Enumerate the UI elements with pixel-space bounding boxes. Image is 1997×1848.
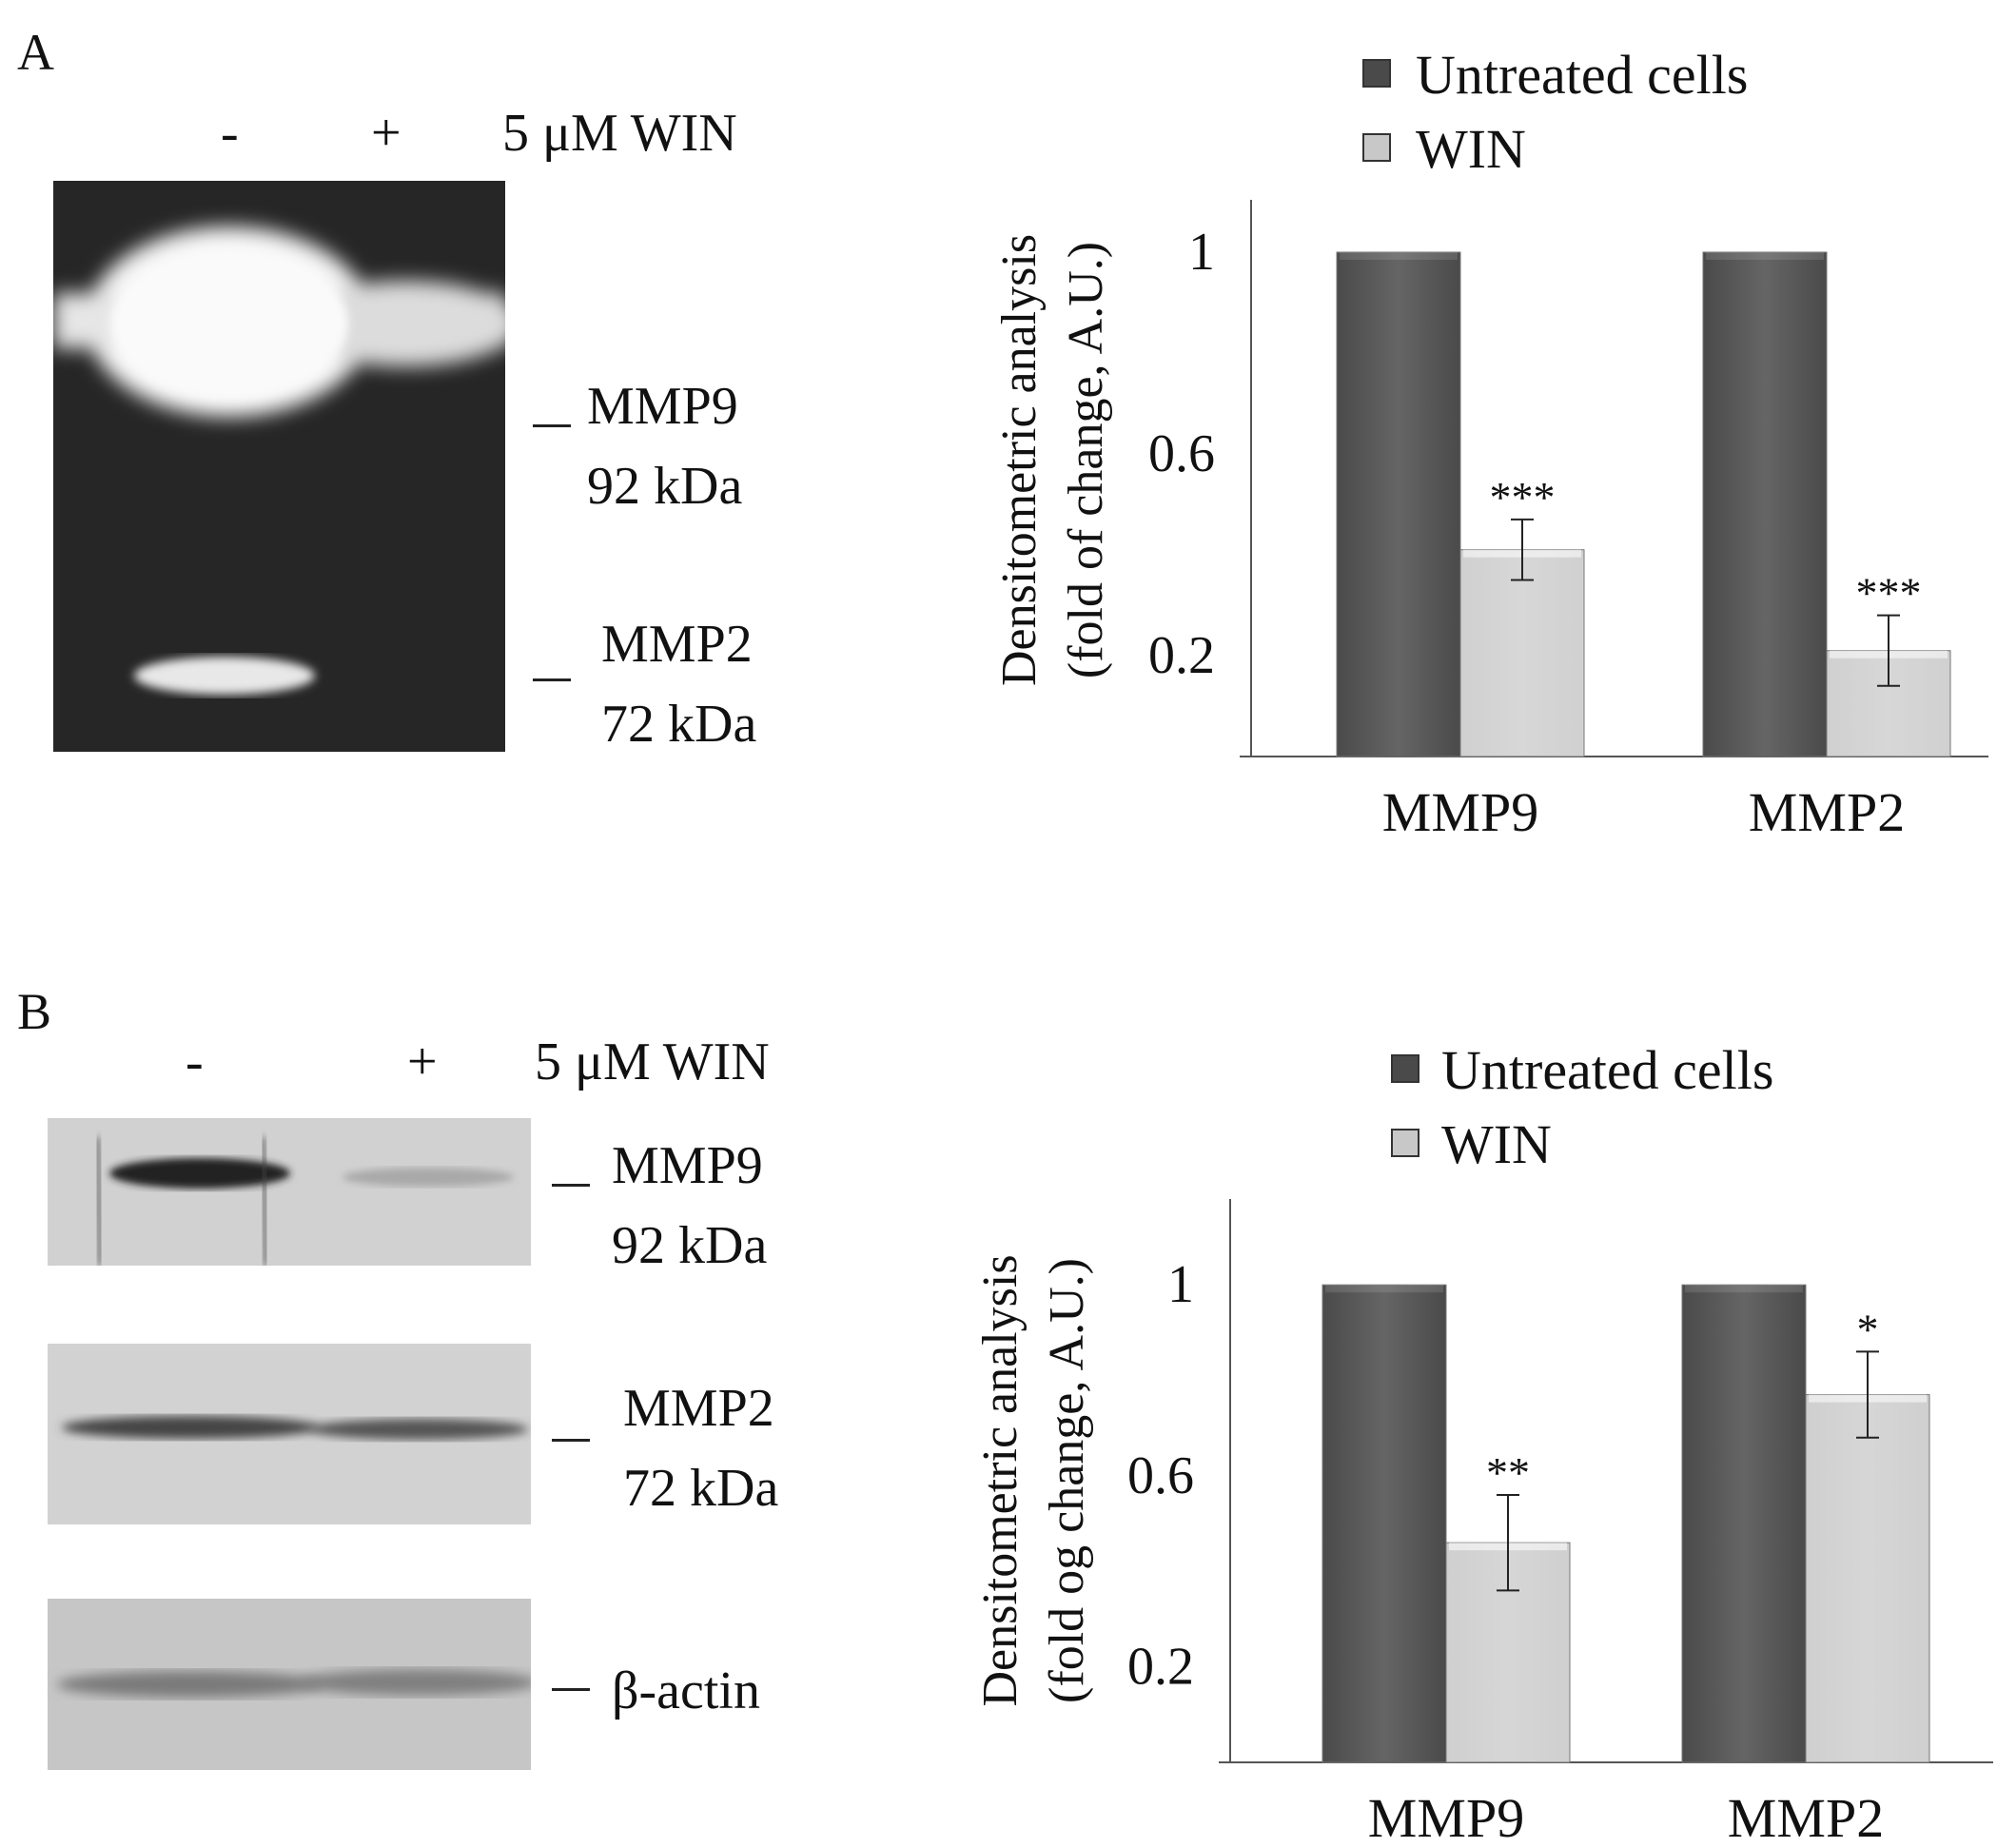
panel-a-legend-win-label: WIN — [1416, 118, 1526, 180]
chart-b-bar-bevel — [1325, 1285, 1443, 1293]
panel-a-zymogram — [53, 181, 505, 752]
panel-b-mmp9-name: MMP9 — [612, 1136, 763, 1195]
panel-b-mmp9-marker — [552, 1184, 590, 1187]
chart-b-ylabel-line-0: Densitometric analysis — [973, 1254, 1028, 1706]
panel-b-legend-untreated-label: Untreated cells — [1441, 1039, 1774, 1101]
panel-b-mmp9-label: MMP9 92 kDa — [612, 1126, 767, 1286]
chart-b-xtick-label-mmp9: MMP9 — [1368, 1787, 1524, 1848]
panel-a-mmp9-size: 92 kDa — [587, 457, 743, 516]
chart-a-bar-bevel — [1340, 252, 1458, 260]
chart-a-ytick-label: 1 — [1188, 223, 1215, 282]
chart-b-errorbar-mmp2 — [1856, 1350, 1879, 1439]
panel-a-lane-plus: + — [371, 104, 401, 163]
panel-a-lane-minus: - — [221, 104, 239, 163]
panel-b-blot-mmp9-art — [48, 1118, 531, 1266]
chart-b-bar-bevel — [1685, 1285, 1803, 1293]
panel-b-actin-marker — [552, 1688, 590, 1691]
chart-a-significance-mmp9: *** — [1490, 473, 1556, 521]
chart-a-bar-mmp9-untreated — [1336, 251, 1461, 757]
panel-b-blot-mmp2-art — [48, 1344, 531, 1524]
panel-a-mmp9-label: MMP9 92 kDa — [587, 366, 742, 526]
chart-a-significance-mmp2: *** — [1856, 569, 1922, 618]
panel-a-legend-win-swatch — [1362, 133, 1391, 162]
chart-a-bar-mmp9-win — [1459, 549, 1585, 757]
panel-b-legend-win-swatch — [1391, 1129, 1419, 1157]
panel-a-legend-untreated-swatch — [1362, 59, 1391, 88]
panel-b-blot-mmp2 — [48, 1344, 531, 1524]
chart-a-xtick-label-mmp9: MMP9 — [1382, 781, 1538, 843]
chart-b-errorbar-mmp9 — [1497, 1493, 1519, 1592]
panel-b-bar-chart: 0.2 0.6 1 Densitometric analysis (fold og ch… — [973, 1199, 1993, 1848]
chart-b-significance-mmp2: * — [1857, 1305, 1879, 1353]
panel-b-blot-mmp9 — [48, 1118, 531, 1266]
chart-a-ytick-label: 0.2 — [1148, 626, 1215, 685]
panel-a-mmp2-label: MMP2 72 kDa — [601, 604, 756, 764]
panel-a-zymogram-art — [53, 181, 505, 752]
panel-b-blot-actin — [48, 1599, 531, 1770]
chart-b-ytick-label: 0.6 — [1127, 1446, 1194, 1505]
panel-a-mmp9-name: MMP9 — [587, 377, 738, 436]
panel-a-mmp9-marker — [533, 424, 571, 427]
panel-a-mmp2-name: MMP2 — [601, 615, 753, 674]
panel-b-lane-minus: - — [186, 1032, 204, 1091]
panel-b-treatment-label: 5 μM WIN — [535, 1032, 770, 1091]
panel-b-mmp2-name: MMP2 — [623, 1379, 774, 1438]
panel-a-bar-chart: 0.2 0.6 1 Densitometric analysis (fold of ch… — [992, 200, 1988, 843]
panel-a-mmp2-size: 72 kDa — [601, 695, 757, 754]
panel-b-legend-untreated-swatch — [1391, 1054, 1419, 1083]
chart-b-bar-mmp9-untreated — [1322, 1284, 1447, 1763]
chart-b-significance-mmp9: ** — [1486, 1448, 1530, 1497]
panel-b-mmp2-label: MMP2 72 kDa — [623, 1368, 778, 1528]
panel-a-letter: A — [17, 24, 54, 81]
chart-b-xtick-label-mmp2: MMP2 — [1728, 1787, 1884, 1848]
panel-b-legend-win-label: WIN — [1441, 1113, 1552, 1175]
chart-b-ylabel-line-1: (fold og change, A.U.) — [1040, 1258, 1094, 1703]
panel-a-legend-untreated-label: Untreated cells — [1416, 44, 1749, 106]
chart-a-xtick-label-mmp2: MMP2 — [1749, 781, 1905, 843]
chart-a-ylabel-line-1: (fold of change, A.U.) — [1059, 242, 1113, 678]
panel-b-letter: B — [17, 983, 52, 1040]
panel-b-lane-plus: + — [407, 1032, 438, 1091]
panel-b-mmp9-size: 92 kDa — [612, 1216, 768, 1275]
chart-a-bar-bevel — [1706, 252, 1824, 260]
panel-b-blot-actin-art — [48, 1599, 531, 1770]
chart-a-bar-mmp2-untreated — [1702, 251, 1828, 757]
panel-a-mmp2-marker — [533, 678, 571, 681]
panel-b-mmp2-marker — [552, 1439, 590, 1442]
panel-a-treatment-label: 5 μM WIN — [502, 104, 737, 163]
chart-a-ytick-label: 0.6 — [1148, 424, 1215, 483]
panel-b-actin-label: β-actin — [612, 1661, 760, 1720]
chart-a-ylabel-line-0: Densitometric analysis — [992, 234, 1047, 686]
chart-b-ytick-label: 1 — [1167, 1255, 1194, 1314]
panel-b-mmp2-size: 72 kDa — [623, 1459, 779, 1518]
chart-b-bar-mmp2-win — [1805, 1394, 1930, 1763]
chart-b-ytick-label: 0.2 — [1127, 1638, 1194, 1697]
chart-a-errorbar-mmp2 — [1877, 614, 1900, 687]
chart-b-bar-mmp2-untreated — [1681, 1284, 1807, 1763]
chart-a-errorbar-mmp9 — [1511, 518, 1534, 581]
